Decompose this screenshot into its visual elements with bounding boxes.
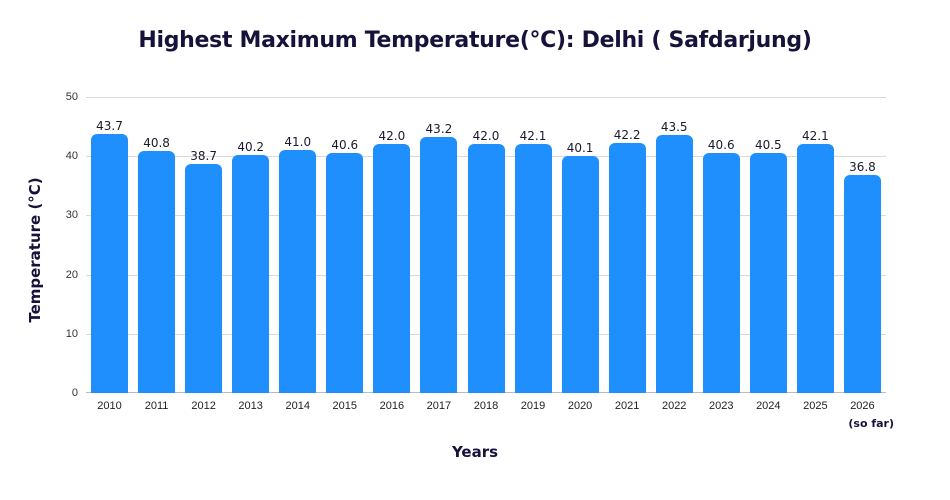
bar-2025[interactable]	[796, 143, 834, 393]
x-tick-label: 2017	[426, 400, 452, 412]
bar-2026[interactable]	[843, 175, 881, 393]
value-label: 40.8	[143, 136, 170, 151]
x-tick-label: 2021	[614, 400, 640, 412]
x-tick-label: 2014	[285, 400, 310, 412]
bar-2018[interactable]	[467, 144, 505, 393]
x-tick-label: 2022	[661, 400, 687, 412]
bar-2016[interactable]	[373, 144, 411, 393]
y-tick-label: 30	[65, 209, 78, 222]
bar-2021[interactable]	[608, 143, 646, 393]
x-tick-label: 2016	[379, 400, 405, 412]
bar-2013[interactable]	[232, 155, 270, 393]
x-tick-label: 2025	[803, 400, 828, 412]
value-label: 42.2	[613, 128, 641, 143]
value-label: 43.5	[660, 120, 688, 135]
value-label: 40.6	[707, 137, 735, 152]
value-label: 42.1	[519, 128, 547, 143]
value-label: 36.8	[849, 160, 876, 175]
bar-2019[interactable]	[514, 143, 552, 393]
y-tick-label: 50	[65, 91, 78, 103]
bar-2014[interactable]	[279, 150, 317, 393]
so-far-annotation: (so far)	[848, 417, 894, 430]
x-tick-label: 2019	[520, 400, 546, 412]
bar-2012[interactable]	[185, 163, 223, 393]
x-tick-label: 2015	[332, 400, 358, 412]
y-axis-label: Temperature (°C)	[26, 177, 44, 323]
bar-2020[interactable]	[561, 155, 599, 393]
value-label: 43.2	[425, 122, 453, 137]
bar-2023[interactable]	[702, 152, 740, 393]
value-label: 42.0	[472, 129, 500, 144]
plot-area: 0 10 20 30 40 50 43.7 2010 40.8 2011 38.7 2012 40.2 2…	[66, 91, 886, 412]
x-tick-label: 2013	[238, 400, 263, 412]
value-label: 40.6	[331, 137, 359, 152]
x-tick-label: 2020	[567, 400, 593, 412]
value-label: 42.1	[802, 128, 829, 143]
x-tick-label: 2026	[850, 400, 875, 412]
bar-2010[interactable]	[91, 134, 129, 393]
y-tick-label: 10	[65, 327, 78, 340]
gridline	[86, 97, 886, 98]
value-label: 40.5	[754, 138, 782, 153]
x-tick-label: 2018	[473, 400, 499, 412]
value-label: 43.7	[96, 119, 123, 134]
y-tick-label: 0	[71, 387, 78, 399]
bar-2024[interactable]	[749, 153, 787, 393]
bar-2011[interactable]	[138, 151, 176, 393]
y-tick-label: 20	[65, 268, 78, 281]
value-label: 40.2	[237, 140, 265, 155]
value-label: 38.7	[190, 148, 217, 163]
y-tick-label: 40	[65, 150, 78, 163]
value-label: 40.1	[566, 140, 594, 155]
bar-2017[interactable]	[420, 137, 458, 393]
x-axis-label: Years	[451, 443, 499, 461]
x-tick-label: 2012	[191, 400, 216, 412]
bar-2015[interactable]	[326, 152, 364, 393]
value-label: 42.0	[378, 129, 406, 144]
x-tick-label: 2023	[709, 400, 734, 412]
bar-2022[interactable]	[655, 135, 693, 393]
chart-title: Highest Maximum Temperature(°C): Delhi (…	[138, 28, 812, 53]
x-tick-label: 2010	[97, 400, 122, 412]
x-tick-label: 2011	[144, 400, 169, 412]
value-label: 41.0	[284, 135, 312, 150]
x-tick-label: 2024	[756, 400, 781, 412]
